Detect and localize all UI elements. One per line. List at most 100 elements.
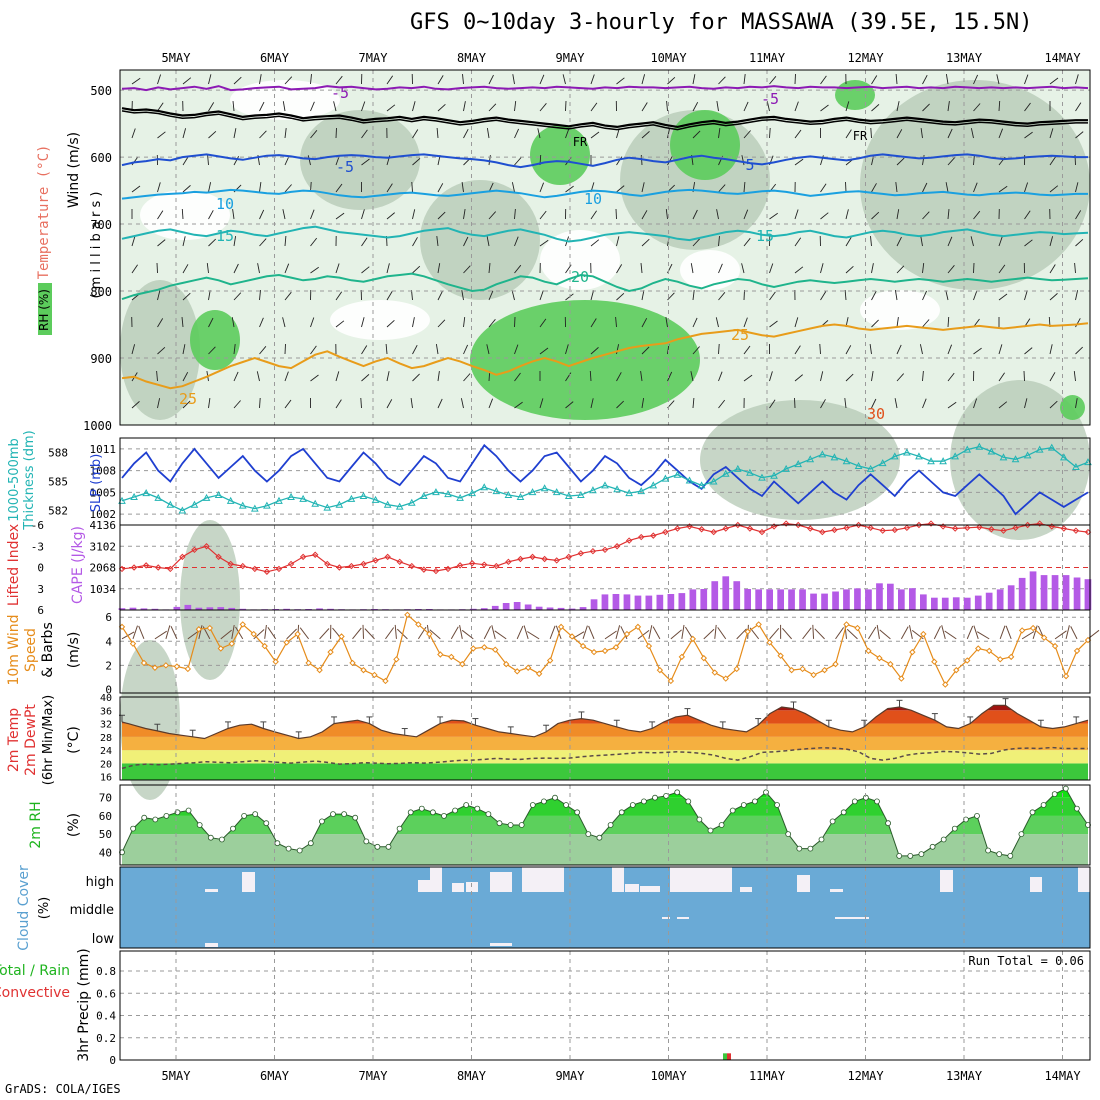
cape-bar	[206, 607, 214, 610]
wind-barb	[335, 127, 337, 139]
li-marker	[142, 562, 150, 569]
surface-wind-barb	[976, 631, 990, 640]
wind-barb	[666, 100, 668, 112]
li-marker	[324, 560, 331, 568]
wind-tick-label: 6	[105, 611, 112, 624]
rh2m-marker	[185, 807, 192, 814]
wind-speed-marker	[448, 653, 455, 661]
wind-barb	[998, 236, 1003, 247]
li-marker	[517, 555, 524, 563]
wind-speed-marker	[766, 639, 773, 646]
cape-bar	[810, 593, 817, 610]
surface-wind-barb	[620, 626, 628, 640]
pressure-tick-label: 700	[90, 218, 112, 232]
surface-wind-barb	[670, 629, 682, 640]
wind-speed-marker	[909, 648, 916, 656]
surface-wind-barb	[802, 627, 812, 640]
wind-barb	[361, 237, 368, 247]
cape-tick-label: 4136	[90, 519, 117, 532]
li-marker	[601, 546, 609, 553]
wind-barb	[769, 371, 773, 382]
wind-barb	[996, 74, 1000, 85]
wind-barb	[1023, 370, 1025, 382]
wind-barb	[310, 209, 315, 220]
li-marker	[239, 562, 246, 570]
wind-barb	[692, 238, 701, 247]
wind-speed-marker	[788, 666, 795, 674]
rh-saturated-region	[530, 125, 590, 185]
wind-barb	[157, 131, 166, 139]
rh-band	[122, 797, 1088, 816]
surface-wind-barb	[681, 624, 685, 639]
wind-barb	[920, 128, 923, 139]
chart-title: GFS 0~10day 3-hourly for MASSAWA (39.5E,…	[410, 10, 1033, 35]
rh2m-marker	[263, 820, 270, 827]
rh2m-marker	[252, 811, 259, 817]
temp-line	[121, 704, 1089, 740]
rh2m-marker	[641, 798, 647, 805]
wind-barb	[794, 317, 799, 328]
wind-barb	[488, 398, 494, 409]
wind-units-label: (m/s)	[66, 632, 82, 669]
precip-convective-label: Convective	[0, 985, 70, 1001]
li-marker	[444, 565, 452, 573]
li-marker	[1048, 523, 1055, 530]
wind-barb	[870, 236, 872, 247]
wind-speed-marker	[601, 647, 609, 655]
wind-barb	[436, 127, 439, 139]
rh2m-marker	[307, 840, 314, 847]
precip-frame	[119, 950, 1091, 1061]
wind-barb	[310, 237, 318, 247]
cloud-gap	[1030, 877, 1042, 892]
wind-barb	[463, 265, 471, 274]
isotherm-label: 5	[745, 156, 754, 174]
rh2m-marker	[729, 807, 736, 814]
wind-barb	[565, 100, 567, 112]
wind-speed-marker	[568, 633, 576, 640]
cape-bar	[777, 589, 784, 610]
wind-barb	[131, 77, 141, 85]
isotherm-label: 20	[571, 268, 589, 286]
wind-barb	[998, 372, 1005, 382]
li-marker	[662, 528, 669, 536]
wind-speed-marker	[755, 621, 762, 628]
surface-wind-barb	[900, 626, 909, 640]
thickness-marker	[1072, 462, 1080, 470]
wind-speed-marker	[898, 675, 905, 682]
wind-barb	[665, 209, 668, 220]
rh2m-marker	[274, 840, 281, 847]
li-marker	[155, 564, 162, 571]
wind-barb	[973, 154, 975, 166]
li-marker	[686, 523, 693, 530]
cape-bar	[854, 588, 861, 610]
wind-speed-marker	[338, 633, 345, 640]
wind-barb	[894, 290, 898, 301]
wind-barb	[769, 399, 776, 409]
wind-barb	[640, 371, 643, 382]
wind-barb	[182, 128, 187, 139]
wind-barb	[437, 371, 440, 382]
isotherm-label: 10	[584, 190, 602, 208]
wind-speed-marker	[162, 662, 170, 669]
cape-tick-label: 2068	[90, 562, 117, 575]
thickness-marker	[190, 500, 199, 508]
wind-barb	[896, 265, 905, 274]
wind-barb	[310, 74, 312, 85]
cloud-gap	[940, 870, 953, 892]
wind-speed-marker	[777, 652, 784, 659]
cloud-gap	[835, 917, 869, 919]
wind-barb	[973, 347, 982, 355]
wind-barb	[310, 345, 317, 355]
x-tick-label-top: 9MAY	[556, 51, 586, 65]
thickness-marker	[709, 477, 718, 485]
isotherm-line	[121, 225, 1089, 243]
surface-wind-barb	[1032, 625, 1038, 640]
cape-tick-label: 1034	[90, 583, 117, 596]
wind-barb	[1075, 398, 1078, 409]
li-marker	[505, 558, 512, 566]
wind-barb	[692, 130, 701, 139]
cape-bar	[821, 593, 828, 610]
wind-barb	[259, 290, 261, 301]
wind-speed-marker	[623, 630, 631, 638]
wind-barb	[1075, 318, 1081, 328]
